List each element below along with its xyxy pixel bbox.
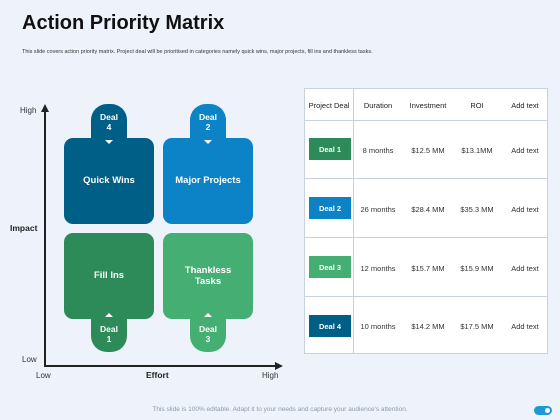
- deal-4-tab-number: 4: [106, 122, 112, 132]
- cell-roi: $35.3 MM: [460, 204, 494, 214]
- y-axis-title: Impact: [10, 223, 38, 233]
- quadrant-fill-ins: Fill Ins: [64, 233, 154, 319]
- table-row: Deal 2 26 months $28.4 MM $35.3 MM Add t…: [305, 180, 547, 238]
- table-row: Deal 4 10 months $14.2 MM $17.5 MM Add t…: [305, 298, 547, 356]
- deal-1-tab: Deal 1: [91, 316, 127, 352]
- header-duration: Duration: [363, 100, 393, 110]
- header-roi: ROI: [470, 100, 484, 110]
- x-axis-line: [44, 365, 276, 367]
- quadrant-major-projects-label: Major Projects: [175, 175, 241, 187]
- deal-3-tab-label: Deal: [199, 323, 217, 334]
- x-axis-title: Effort: [146, 370, 169, 380]
- quadrant-quick-wins-label: Quick Wins: [83, 175, 135, 187]
- cell-investment: $12.5 MM: [411, 145, 445, 155]
- page-title: Action Priority Matrix: [22, 12, 225, 34]
- deal-4-tab-label: Deal: [100, 111, 118, 122]
- quadrant-thankless-tasks-label: Thankless Tasks: [184, 264, 232, 287]
- chevron-down-icon: [204, 140, 212, 144]
- y-axis-low-label: Low: [22, 355, 37, 364]
- deal-badge: Deal 2: [309, 197, 351, 219]
- cell-roi: $17.5 MM: [460, 322, 494, 331]
- cell-add-text: Add text: [511, 322, 539, 331]
- y-axis-arrow-icon: [40, 104, 49, 112]
- page-subtitle: This slide covers action priority matrix…: [22, 49, 373, 55]
- table-row: Deal 1 8 months $12.5 MM $13.1MM Add tex…: [305, 121, 547, 179]
- deal-badge: Deal 3: [309, 256, 351, 278]
- cell-add-text: Add text: [511, 145, 539, 155]
- cell-duration: 26 months: [360, 204, 396, 214]
- table-header-row: Project Deal Duration Investment ROI Add…: [305, 89, 547, 121]
- header-project-deal: Project Deal: [308, 100, 350, 110]
- quadrant-fill-ins-label: Fill Ins: [93, 270, 125, 282]
- deal-table: Project Deal Duration Investment ROI Add…: [304, 88, 548, 354]
- deal-badge: Deal 1: [309, 138, 351, 160]
- deal-3-tab: Deal 3: [190, 316, 226, 352]
- x-axis-low-label: Low: [36, 371, 51, 380]
- toggle-knob: [545, 408, 550, 413]
- footer-note: This slide is 100% editable. Adapt it to…: [152, 406, 408, 413]
- deal-2-tab: Deal 2: [190, 104, 226, 140]
- quadrant-quick-wins: Quick Wins: [64, 138, 154, 224]
- cell-investment: $15.7 MM: [411, 263, 445, 273]
- chevron-up-icon: [105, 313, 113, 317]
- table-column-divider: [353, 89, 354, 353]
- quadrant-thankless-tasks: Thankless Tasks: [163, 233, 253, 319]
- chevron-down-icon: [105, 140, 113, 144]
- x-axis-high-label: High: [262, 371, 279, 380]
- quadrant-major-projects: Major Projects: [163, 138, 253, 224]
- cell-duration: 10 months: [360, 322, 396, 331]
- header-investment: Investment: [409, 100, 447, 110]
- cell-investment: $28.4 MM: [411, 204, 445, 214]
- y-axis-line: [44, 110, 46, 366]
- chevron-up-icon: [204, 313, 212, 317]
- toggle-switch[interactable]: [534, 406, 552, 415]
- table-row: Deal 3 12 months $15.7 MM $15.9 MM Add t…: [305, 239, 547, 297]
- x-axis-arrow-icon: [275, 361, 283, 370]
- deal-4-tab: Deal 4: [91, 104, 127, 140]
- cell-roi: $15.9 MM: [460, 263, 494, 273]
- y-axis-high-label: High: [20, 106, 37, 115]
- cell-roi: $13.1MM: [461, 145, 493, 155]
- cell-duration: 8 months: [362, 145, 394, 155]
- header-add-text: Add text: [511, 100, 539, 110]
- deal-1-tab-label: Deal: [100, 323, 118, 334]
- cell-add-text: Add text: [511, 204, 539, 214]
- deal-1-tab-number: 1: [106, 334, 112, 344]
- deal-2-tab-number: 2: [205, 122, 211, 132]
- deal-3-tab-number: 3: [205, 334, 211, 344]
- cell-investment: $14.2 MM: [411, 322, 445, 331]
- deal-2-tab-label: Deal: [199, 111, 217, 122]
- deal-badge: Deal 4: [309, 315, 351, 337]
- cell-add-text: Add text: [511, 263, 539, 273]
- cell-duration: 12 months: [360, 263, 396, 273]
